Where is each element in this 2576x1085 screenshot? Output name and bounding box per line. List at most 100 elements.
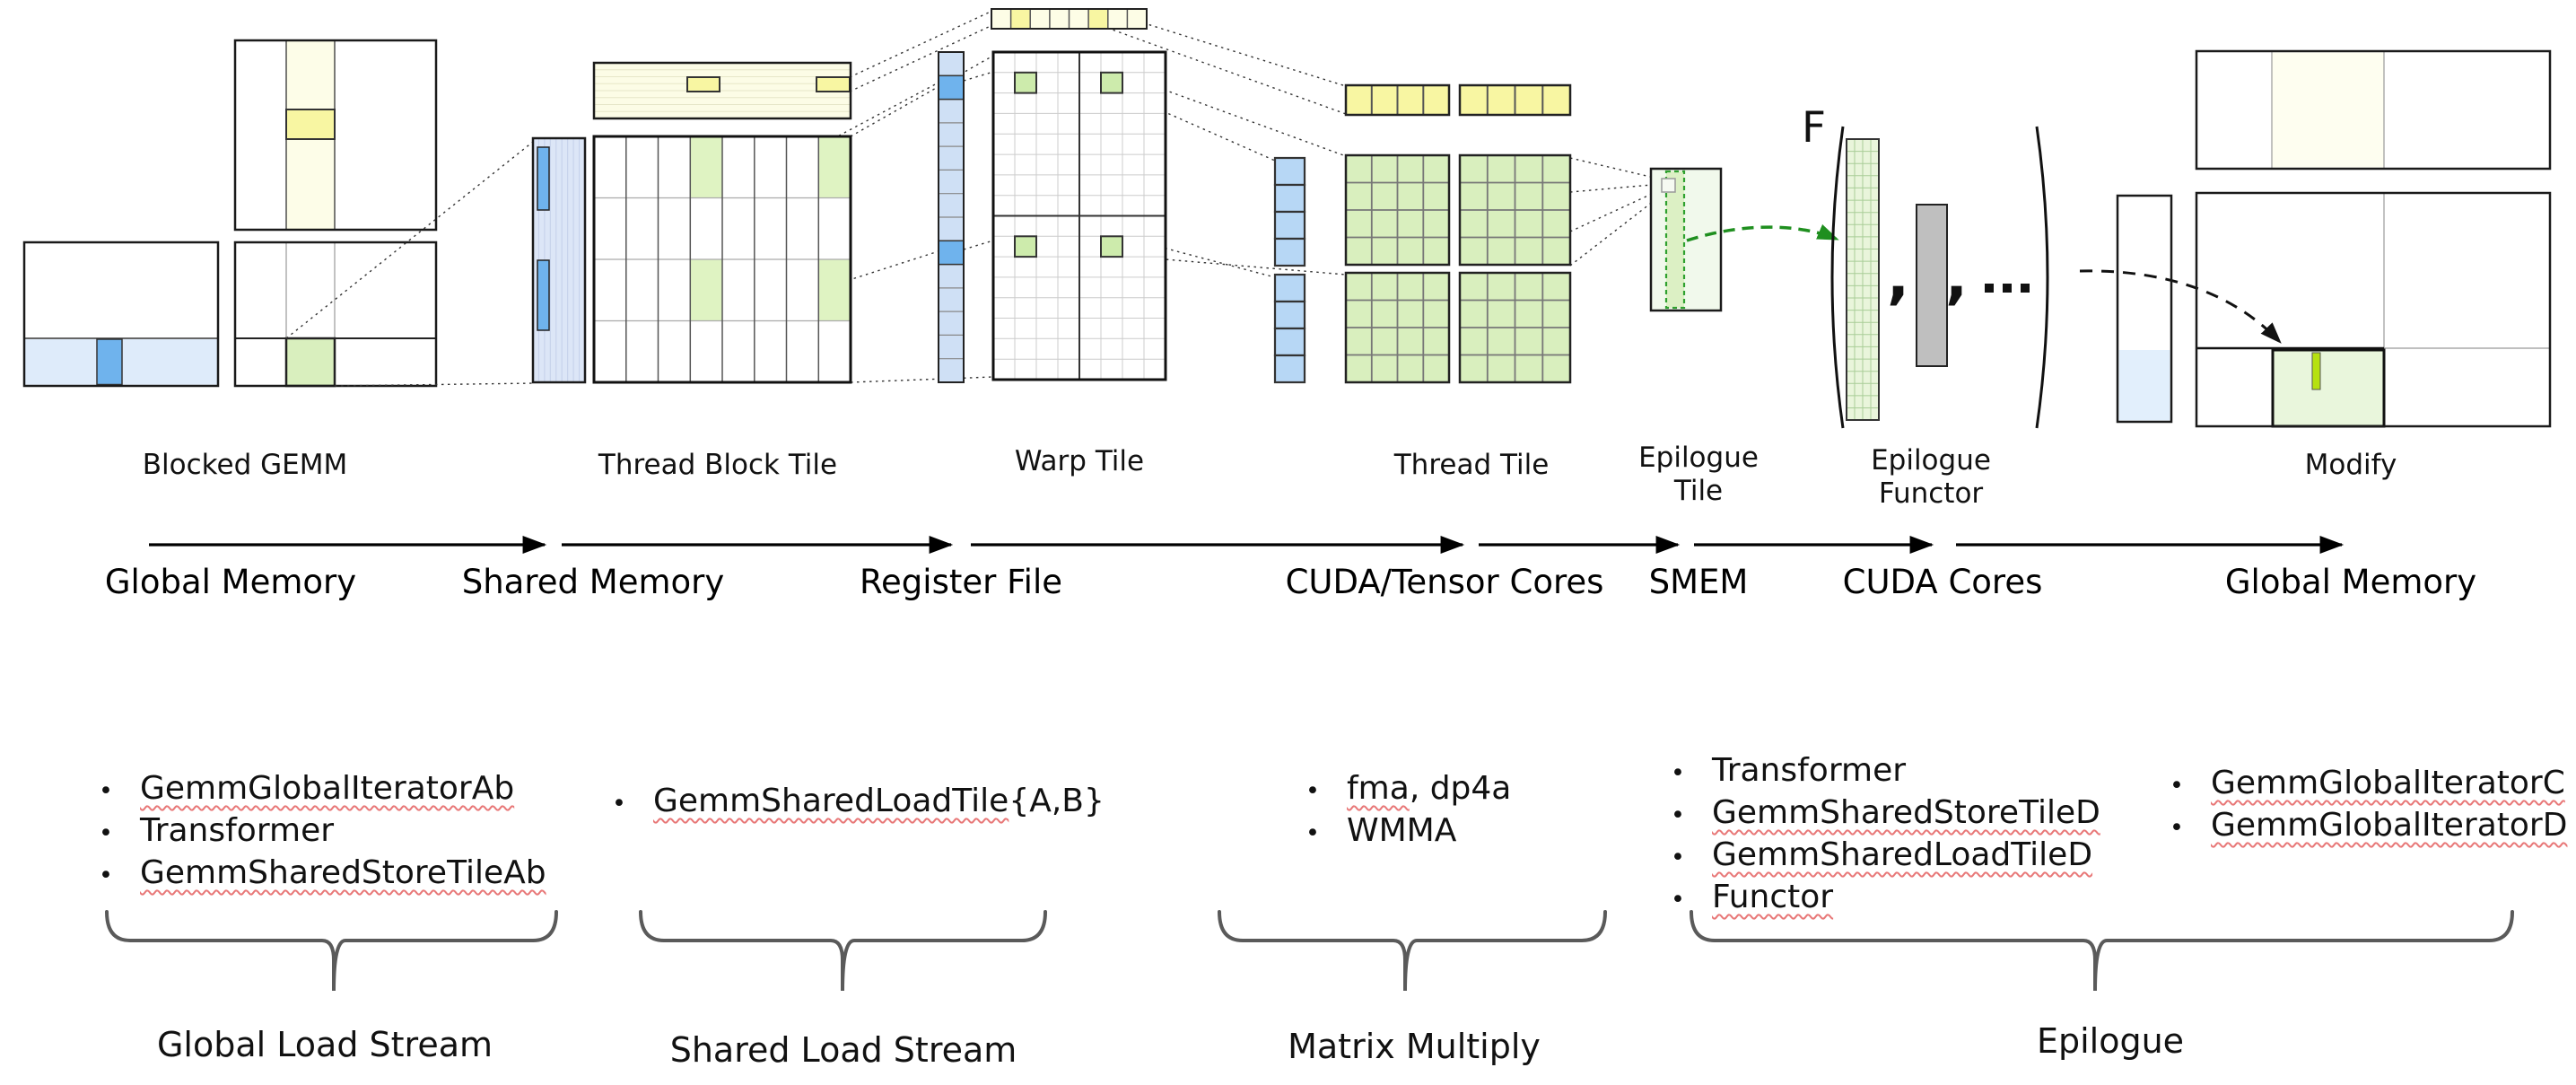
smem-b-stripe-tile bbox=[592, 61, 852, 120]
bullet-icon: • bbox=[99, 777, 113, 805]
modify-column-strip bbox=[2116, 194, 2173, 424]
list-item: • GemmSharedStoreTileAb bbox=[99, 854, 546, 897]
memory-label-global-memory-right: Global Memory bbox=[2224, 563, 2477, 601]
list-item-text: WMMA bbox=[1347, 812, 1457, 849]
memory-label-cuda-cores: CUDA Cores bbox=[1842, 563, 2043, 601]
register-file-strip bbox=[938, 51, 965, 383]
stream-label-global-load-stream: Global Load Stream bbox=[156, 1025, 493, 1064]
blocked-gemm-group bbox=[22, 39, 438, 388]
epilogue-tile bbox=[1649, 167, 1723, 312]
threadblock-grid bbox=[592, 135, 852, 384]
stage-label-thread-block-tile: Thread Block Tile bbox=[598, 449, 838, 481]
functor-f-label: F bbox=[1802, 103, 1826, 153]
list-item: • fma, dp4a bbox=[1305, 770, 1511, 812]
thread-block-tile-group bbox=[531, 61, 852, 384]
smem-a-stripe-tile bbox=[531, 136, 587, 384]
bullet-icon: • bbox=[1671, 844, 1685, 871]
matrix-b bbox=[233, 39, 438, 232]
gray-operand-bar bbox=[1916, 204, 1948, 367]
list-item: • WMMA bbox=[1305, 812, 1511, 854]
comma-1: , bbox=[1887, 242, 1909, 311]
stage-label-thread-tile: Thread Tile bbox=[1393, 449, 1550, 481]
memory-label-shared-memory: Shared Memory bbox=[461, 563, 725, 601]
stage-label-blocked-gemm: Blocked GEMM bbox=[142, 449, 348, 481]
stream-label-matrix-multiply: Matrix Multiply bbox=[1288, 1027, 1541, 1066]
bullet-list-matrix-multiply: • fma, dp4a • WMMA bbox=[1305, 770, 1511, 854]
list-item-text: fma bbox=[1347, 770, 1410, 807]
bullet-list-global-store: • GemmGlobalIteratorC • GemmGlobalIterator… bbox=[2170, 765, 2567, 849]
modify-highlight-bar bbox=[2311, 352, 2321, 390]
list-item-text: GemmSharedStoreTileAb bbox=[140, 854, 546, 891]
bullet-list-epilogue: • Transformer • GemmSharedStoreTileD • Gemm… bbox=[1671, 752, 2100, 921]
stage-label-epilogue-functor-line2: Functor bbox=[1878, 477, 1984, 510]
comma-2: , bbox=[1945, 242, 1968, 311]
warp-fragment-strip bbox=[991, 8, 1148, 30]
list-item-text: GemmGlobalIteratorC bbox=[2211, 765, 2565, 801]
stage-label-modify: Modify bbox=[2304, 449, 2397, 481]
stage-label-epilogue-functor-line1: Epilogue bbox=[1871, 444, 1991, 477]
list-item-text: GemmSharedLoadTileD bbox=[1712, 836, 2093, 873]
brace-shared-load-stream bbox=[639, 910, 1047, 992]
stream-braces bbox=[105, 910, 2514, 992]
stage-label-epilogue-tile: Epilogue Tile bbox=[1638, 442, 1759, 508]
thread-tile-group bbox=[1273, 83, 1572, 384]
brace-global-load-stream bbox=[105, 910, 558, 992]
list-item: • GemmGlobalIteratorC bbox=[2170, 765, 2567, 807]
epilogue-fragment-cell bbox=[1661, 178, 1676, 193]
list-item: • Functor bbox=[1671, 879, 2100, 921]
bullet-icon: • bbox=[2170, 772, 2184, 800]
memory-label-global-memory-left: Global Memory bbox=[104, 563, 357, 601]
warp-tile-group bbox=[991, 8, 1167, 381]
list-item-suffix: {A,B} bbox=[1009, 783, 1105, 819]
stage-label-epilogue-tile-line2: Tile bbox=[1673, 475, 1724, 507]
bullet-list-shared-load: • GemmSharedLoadTile {A,B} bbox=[612, 783, 1105, 825]
bullet-list-global-load: • GemmGlobalIteratorAb • Transformer • Gemm… bbox=[99, 770, 546, 897]
bullet-icon: • bbox=[1671, 801, 1685, 829]
modify-matrix-top bbox=[2195, 49, 2552, 171]
stage-label-epilogue-tile-line1: Epilogue bbox=[1638, 442, 1759, 474]
black-dashed-arrow bbox=[2079, 269, 2282, 344]
list-item-text: GemmSharedStoreTileD bbox=[1712, 794, 2100, 831]
close-paren bbox=[2035, 126, 2049, 429]
dotted-connectors bbox=[285, 11, 1666, 387]
list-item-text: GemmGlobalIteratorD bbox=[2211, 807, 2568, 844]
thread-b-fragments bbox=[1344, 83, 1572, 117]
modify-matrix bbox=[2195, 191, 2552, 428]
list-item-text: Functor bbox=[1712, 879, 1834, 915]
memory-label-cuda-tensor-cores: CUDA/Tensor Cores bbox=[1285, 563, 1604, 601]
epilogue-functor-group: F , , bbox=[1802, 103, 2049, 429]
memory-label-register-file: Register File bbox=[859, 563, 1063, 601]
list-item: • Transformer bbox=[1671, 752, 2100, 794]
bullet-icon: • bbox=[1671, 759, 1685, 787]
memory-label-smem: SMEM bbox=[1648, 563, 1749, 601]
open-paren bbox=[1830, 126, 1845, 429]
functor-input-column bbox=[1846, 138, 1880, 421]
stream-label-epilogue: Epilogue bbox=[2036, 1021, 2185, 1061]
list-item: • GemmGlobalIteratorAb bbox=[99, 770, 546, 812]
thread-accumulator-tiles bbox=[1344, 153, 1572, 384]
modify-group bbox=[2116, 49, 2552, 428]
matrix-c bbox=[233, 241, 438, 388]
list-item: • GemmSharedLoadTile {A,B} bbox=[612, 783, 1105, 825]
list-item: • GemmGlobalIteratorD bbox=[2170, 807, 2567, 849]
list-item: • Transformer bbox=[99, 812, 546, 854]
list-item-text: Transformer bbox=[1712, 752, 1907, 789]
list-item-text: GemmSharedLoadTile bbox=[653, 783, 1009, 819]
bullet-icon: • bbox=[612, 790, 626, 818]
thread-a-fragments bbox=[1273, 156, 1306, 384]
bullet-icon: • bbox=[99, 862, 113, 889]
list-item: • GemmSharedLoadTileD bbox=[1671, 836, 2100, 879]
bullet-icon: • bbox=[2170, 814, 2184, 842]
list-item-text: GemmGlobalIteratorAb bbox=[140, 770, 515, 807]
matrix-a bbox=[22, 241, 220, 388]
bullet-icon: • bbox=[1305, 777, 1320, 805]
green-dashed-arrow bbox=[1686, 223, 1839, 242]
bullet-icon: • bbox=[1671, 886, 1685, 914]
ellipsis-dots bbox=[1985, 284, 2030, 293]
brace-epilogue bbox=[1690, 910, 2514, 992]
stream-label-shared-load-stream: Shared Load Stream bbox=[669, 1030, 1017, 1070]
list-item: • GemmSharedStoreTileD bbox=[1671, 794, 2100, 836]
stage-label-epilogue-functor: Epilogue Functor bbox=[1871, 444, 1991, 511]
